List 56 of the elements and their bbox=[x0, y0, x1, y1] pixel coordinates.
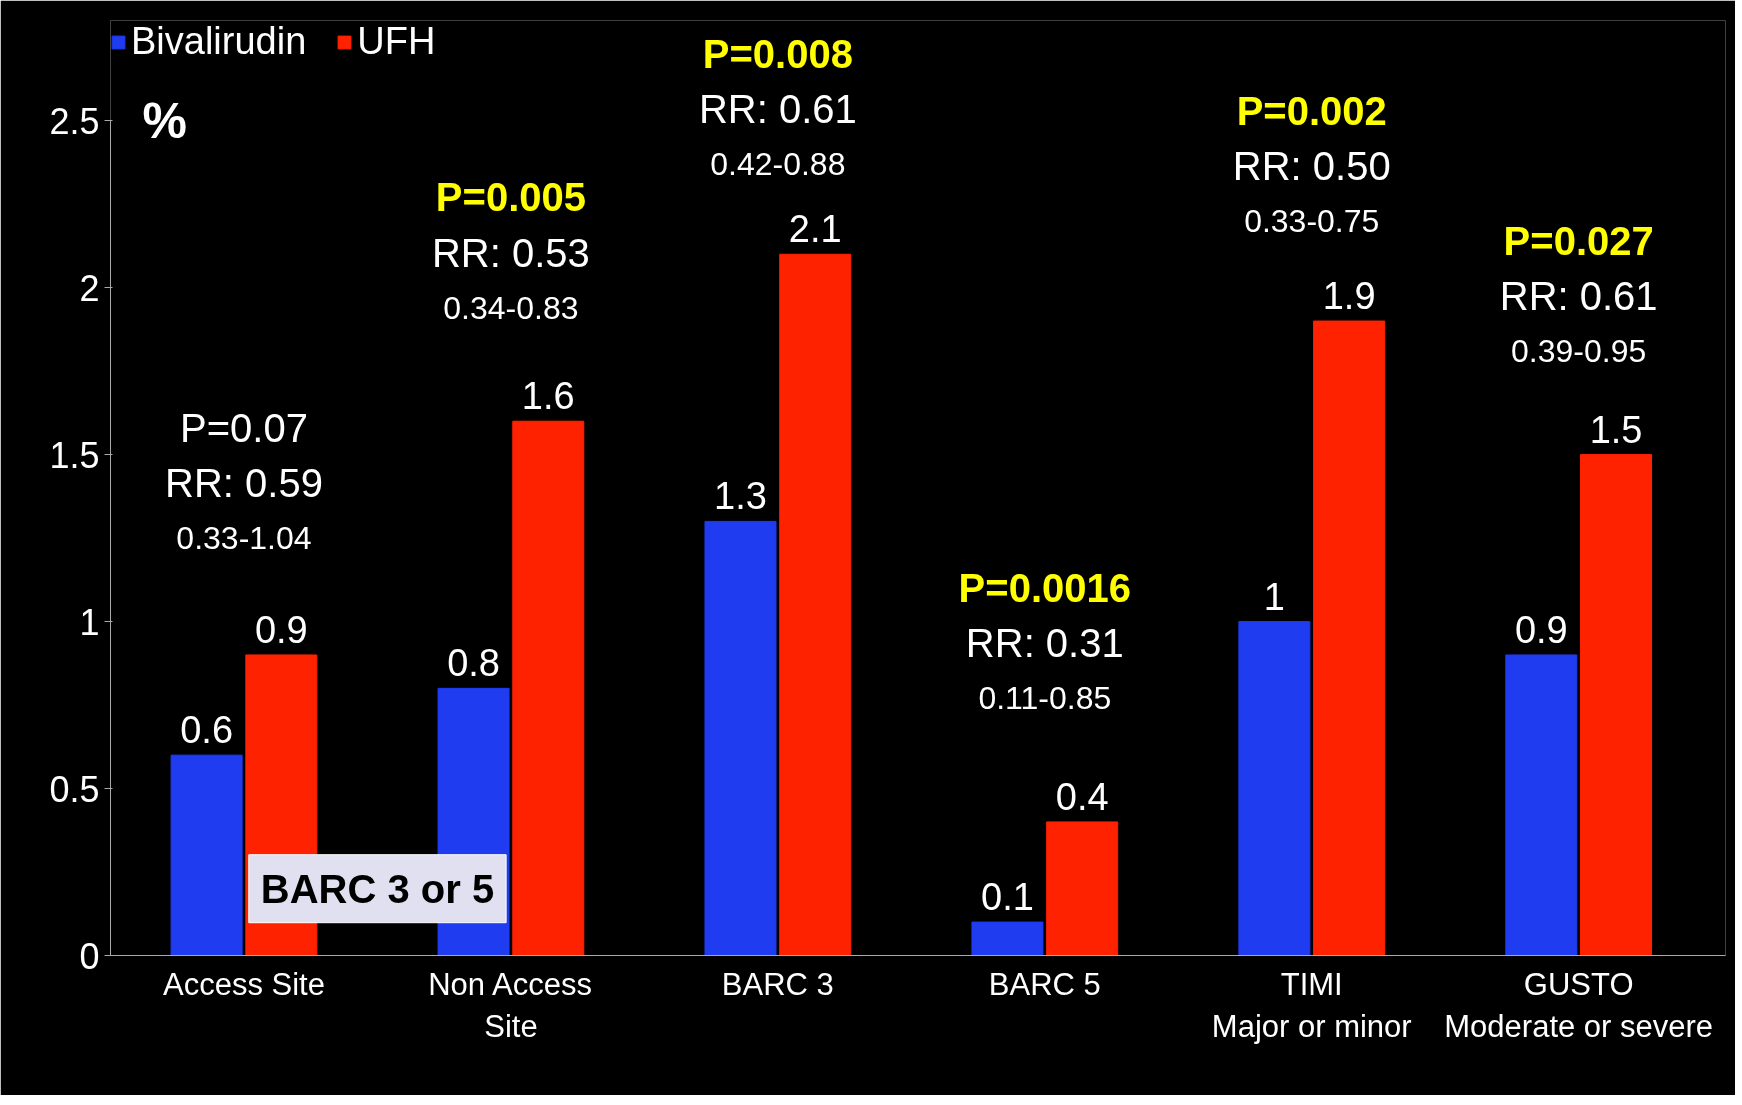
data-label: 0.4 bbox=[1055, 775, 1109, 818]
y-tick-label: 2.5 bbox=[49, 100, 100, 142]
annotation: P=0.07 bbox=[180, 405, 308, 450]
bar bbox=[1046, 821, 1119, 956]
data-label: 1.3 bbox=[714, 475, 767, 518]
data-label: 0.9 bbox=[1514, 608, 1568, 651]
annotation: P=0.027 bbox=[1503, 218, 1654, 263]
data-label: 0.6 bbox=[180, 709, 234, 752]
data-label: 0.8 bbox=[447, 642, 500, 685]
y-tick-label: 0 bbox=[79, 935, 100, 977]
annotation: RR: 0.59 bbox=[165, 460, 323, 505]
data-label: 1.5 bbox=[1589, 408, 1643, 451]
annotation: P=0.002 bbox=[1236, 88, 1387, 133]
y-tick-label: 1 bbox=[79, 601, 100, 643]
y-axis-title: % bbox=[142, 92, 187, 149]
bar bbox=[1580, 454, 1653, 956]
bar bbox=[704, 520, 777, 956]
annotation: RR: 0.53 bbox=[431, 230, 590, 275]
x-tick-label: Non Access Site bbox=[428, 966, 592, 1044]
x-tick-label: TIMI Major or minor bbox=[1211, 966, 1412, 1044]
data-label: 1 bbox=[1263, 575, 1285, 618]
annotation: RR: 0.61 bbox=[698, 86, 857, 131]
data-label: 1.9 bbox=[1322, 275, 1376, 318]
bar bbox=[779, 253, 852, 956]
annotation: 0.34-0.83 bbox=[443, 289, 579, 326]
annotation: P=0.0016 bbox=[958, 566, 1131, 611]
data-label: 0.9 bbox=[254, 608, 308, 651]
y-tick-label: 1.5 bbox=[49, 434, 100, 476]
annotation: 0.11-0.85 bbox=[978, 680, 1112, 717]
legend-label: UFH bbox=[357, 20, 436, 63]
bar bbox=[971, 921, 1044, 956]
y-tick-label: 0.5 bbox=[49, 768, 100, 810]
annotation: P=0.008 bbox=[702, 31, 853, 76]
x-tick-label: GUSTO Moderate or severe bbox=[1444, 966, 1714, 1044]
annotation: RR: 0.61 bbox=[1499, 273, 1658, 318]
annotation: P=0.005 bbox=[435, 175, 586, 220]
bar bbox=[512, 420, 585, 956]
bar bbox=[170, 754, 243, 956]
annotation: BARC 3 or 5 bbox=[260, 866, 495, 911]
data-label: 1.6 bbox=[521, 375, 575, 418]
x-tick-label: BARC 5 bbox=[988, 966, 1101, 1002]
annotation: RR: 0.31 bbox=[965, 621, 1124, 666]
x-tick-label: Access Site bbox=[163, 966, 325, 1002]
data-label: 2.1 bbox=[788, 208, 842, 251]
annotation: RR: 0.50 bbox=[1232, 143, 1391, 188]
bar bbox=[1505, 654, 1578, 956]
annotation: 0.42-0.88 bbox=[710, 146, 846, 183]
x-tick-label: BARC 3 bbox=[721, 966, 834, 1002]
bar bbox=[1238, 621, 1311, 956]
y-tick-label: 2 bbox=[79, 267, 100, 309]
annotation: 0.39-0.95 bbox=[1511, 333, 1647, 370]
data-label: 0.1 bbox=[981, 876, 1034, 919]
annotation: 0.33-0.75 bbox=[1244, 202, 1380, 239]
annotation: 0.33-1.04 bbox=[176, 520, 312, 557]
legend-label: Bivalirudin bbox=[131, 20, 307, 63]
bar bbox=[1313, 320, 1386, 956]
